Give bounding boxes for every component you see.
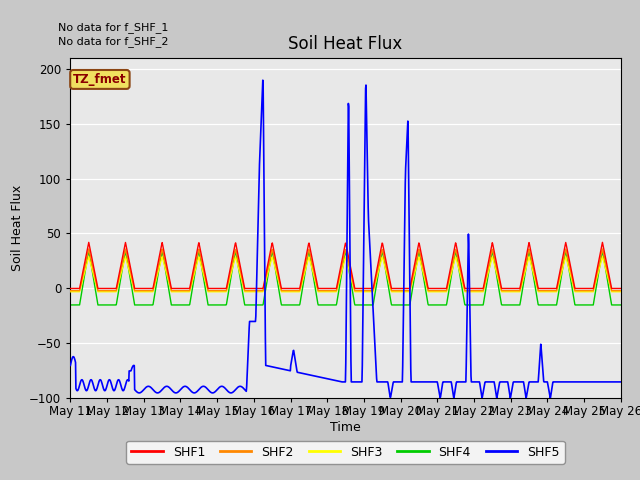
X-axis label: Time: Time	[330, 421, 361, 434]
Legend: SHF1, SHF2, SHF3, SHF4, SHF5: SHF1, SHF2, SHF3, SHF4, SHF5	[127, 441, 564, 464]
Text: TZ_fmet: TZ_fmet	[73, 73, 127, 86]
Title: Soil Heat Flux: Soil Heat Flux	[289, 35, 403, 53]
Text: No data for f_SHF_2: No data for f_SHF_2	[58, 36, 168, 47]
Y-axis label: Soil Heat Flux: Soil Heat Flux	[11, 185, 24, 271]
Text: No data for f_SHF_1: No data for f_SHF_1	[58, 22, 168, 33]
